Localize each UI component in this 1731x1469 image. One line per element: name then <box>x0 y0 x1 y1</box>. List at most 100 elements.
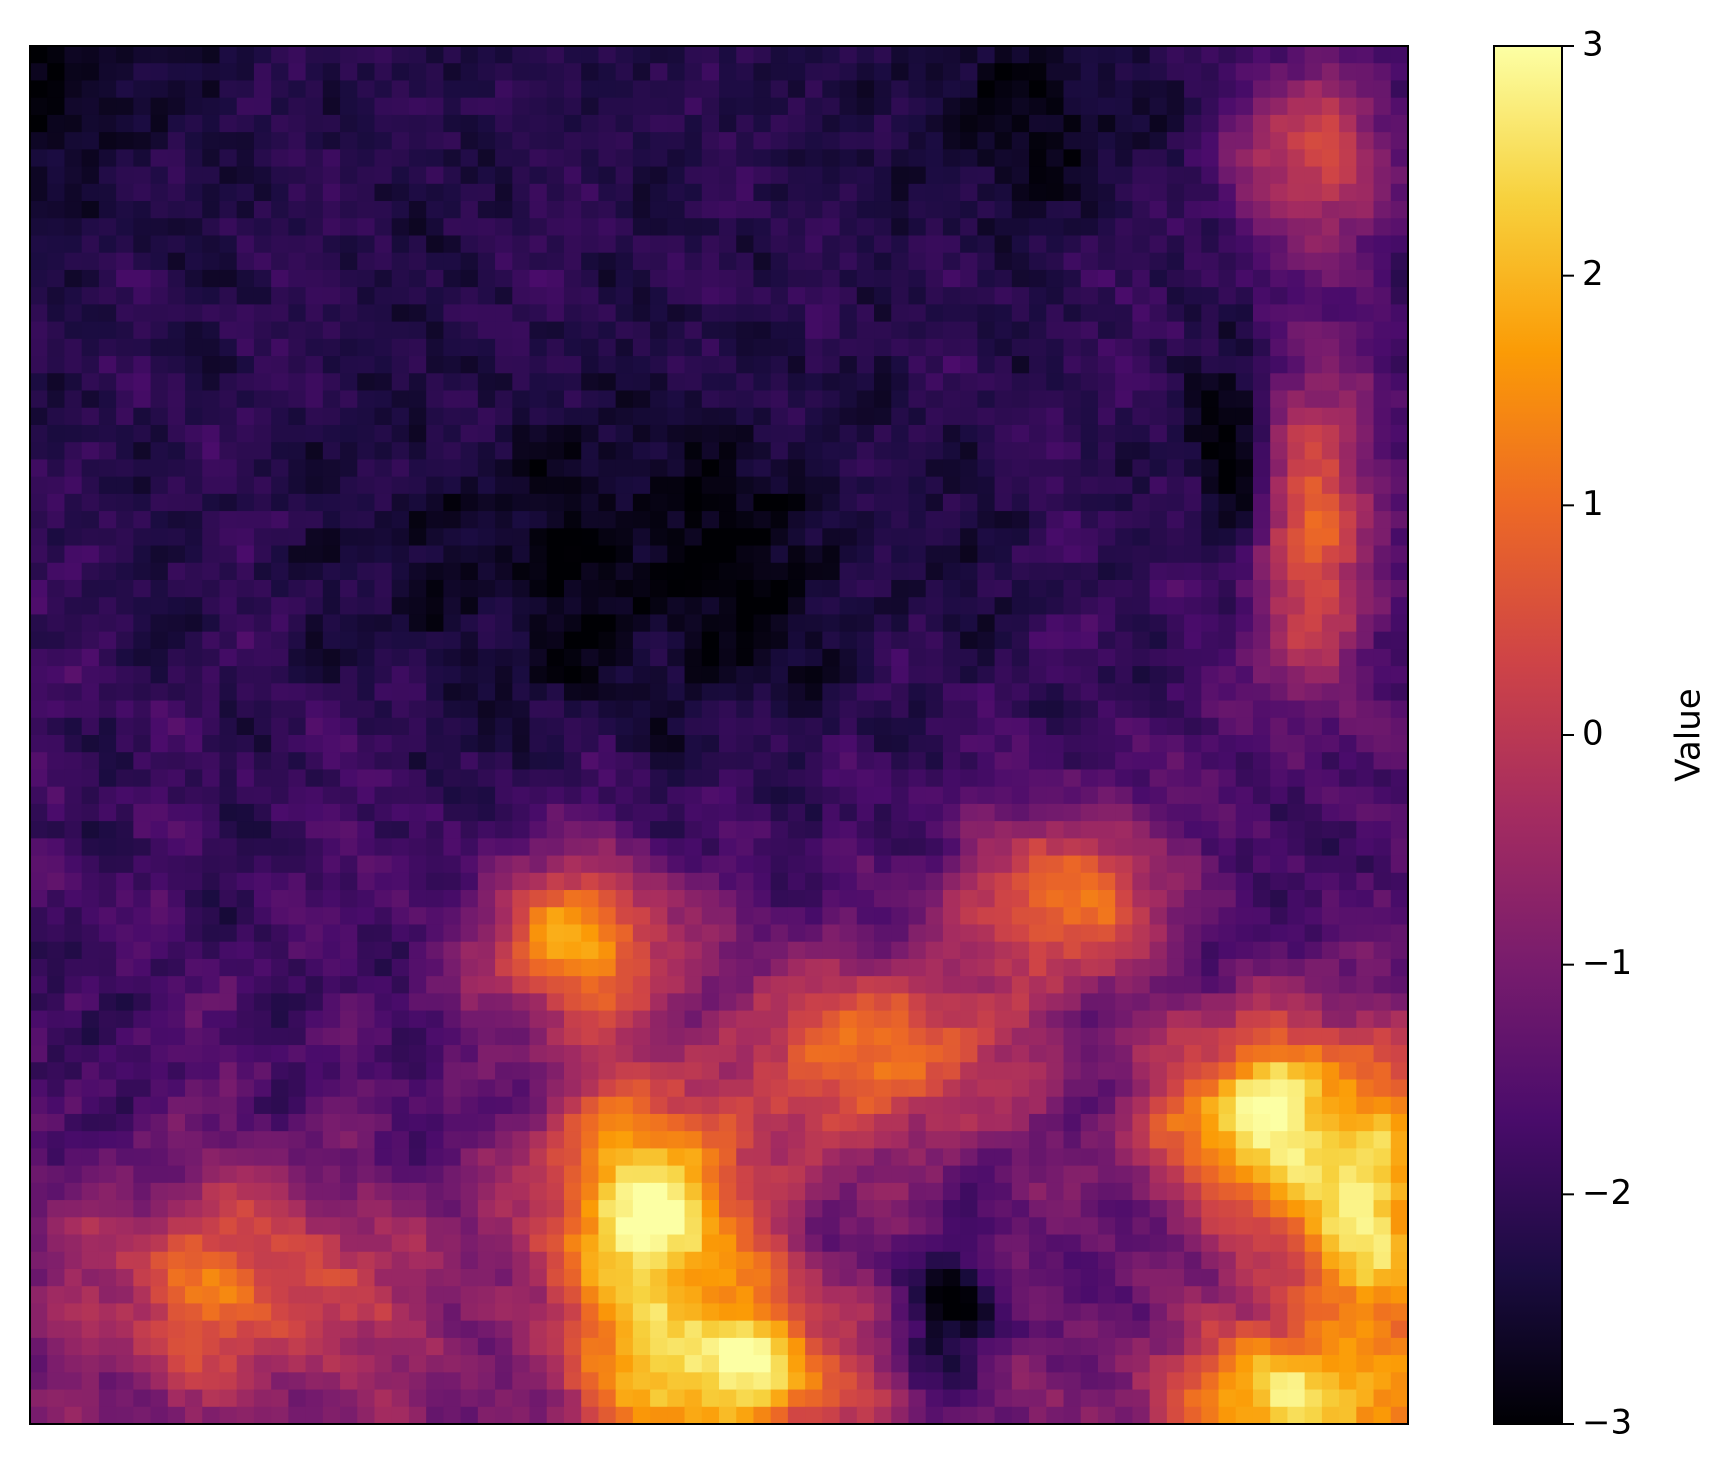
heatmap-cell <box>632 838 651 857</box>
heatmap-cell <box>1011 838 1030 857</box>
heatmap-cell <box>219 356 238 374</box>
heatmap-cell <box>650 338 668 357</box>
heatmap-cell <box>150 476 169 495</box>
heatmap-cell <box>426 803 445 822</box>
heatmap-cell <box>391 442 410 461</box>
heatmap-cell <box>167 958 186 977</box>
heatmap-cell <box>391 614 410 633</box>
heatmap-cell <box>994 476 1013 495</box>
heatmap-cell <box>719 459 737 478</box>
heatmap-cell <box>1132 338 1151 357</box>
heatmap-cell <box>64 1062 83 1081</box>
heatmap-cell <box>202 803 221 822</box>
heatmap-cell <box>512 442 531 461</box>
heatmap-cell <box>1287 769 1306 788</box>
heatmap-cell <box>1080 1079 1099 1098</box>
heatmap-cell <box>1080 941 1099 960</box>
heatmap-cell <box>167 631 186 650</box>
heatmap-cell <box>408 201 427 219</box>
heatmap-cell <box>1184 872 1202 891</box>
heatmap-cell <box>598 528 617 547</box>
heatmap-cell <box>495 752 513 771</box>
heatmap-cell <box>185 493 203 512</box>
heatmap-cell <box>1201 304 1220 323</box>
heatmap-cell <box>133 46 152 64</box>
heatmap-cell <box>1097 614 1116 633</box>
heatmap-cell <box>1218 80 1237 99</box>
heatmap-cell <box>1304 683 1323 702</box>
heatmap-cell <box>1390 545 1408 564</box>
heatmap-cell <box>598 907 617 926</box>
heatmap-cell <box>340 80 358 99</box>
heatmap-cell <box>787 459 806 478</box>
heatmap-cell <box>1373 1062 1392 1081</box>
heatmap-cell <box>408 407 427 426</box>
heatmap-cell <box>529 838 548 857</box>
heatmap-cell <box>598 442 617 461</box>
heatmap-cell <box>1115 459 1134 478</box>
heatmap-cell <box>1063 476 1082 495</box>
heatmap-cell <box>822 269 841 288</box>
heatmap-cell <box>288 407 307 426</box>
heatmap-cell <box>64 459 83 478</box>
heatmap-cell <box>1149 1096 1168 1115</box>
heatmap-cell <box>581 648 600 667</box>
heatmap-cell <box>1097 201 1116 219</box>
heatmap-cell <box>839 648 858 667</box>
heatmap-cell <box>98 149 117 168</box>
heatmap-cell <box>1097 511 1116 529</box>
heatmap-cell <box>994 218 1013 237</box>
heatmap-cell <box>1097 700 1116 719</box>
heatmap-cell <box>47 838 66 857</box>
heatmap-cell <box>1339 786 1357 805</box>
heatmap-cell <box>477 442 496 461</box>
heatmap-cell <box>960 855 978 874</box>
heatmap-cell <box>874 1096 892 1115</box>
heatmap-cell <box>1201 786 1220 805</box>
heatmap-cell <box>426 511 445 529</box>
heatmap-cell <box>47 666 66 684</box>
heatmap-cell <box>874 132 892 150</box>
heatmap-cell <box>546 700 565 719</box>
heatmap-cell <box>1304 1045 1323 1063</box>
heatmap-cell <box>81 562 100 581</box>
heatmap-cell <box>960 924 978 943</box>
heatmap-cell <box>391 1027 410 1046</box>
heatmap-cell <box>529 907 548 926</box>
heatmap-cell <box>271 976 289 994</box>
heatmap-cell <box>701 597 720 616</box>
heatmap-cell <box>253 1113 272 1132</box>
heatmap-cell <box>322 424 341 443</box>
heatmap-cell <box>391 80 410 99</box>
heatmap-cell <box>357 821 376 839</box>
heatmap-cell <box>839 114 858 133</box>
heatmap-cell <box>632 1010 651 1029</box>
heatmap-cell <box>512 511 531 529</box>
heatmap-cell <box>994 1010 1013 1029</box>
heatmap-cell <box>1029 373 1047 392</box>
heatmap-cell <box>1029 304 1047 323</box>
heatmap-cell <box>805 390 823 409</box>
heatmap-cell <box>994 803 1013 822</box>
heatmap-cell <box>1080 1027 1099 1046</box>
heatmap-cell <box>133 338 152 357</box>
heatmap-cell <box>98 63 117 82</box>
heatmap-cell <box>684 855 703 874</box>
heatmap-cell <box>1270 648 1289 667</box>
heatmap-cell <box>822 786 841 805</box>
heatmap-cell <box>770 287 789 305</box>
heatmap-cell <box>357 1113 376 1132</box>
heatmap-cell <box>253 683 272 702</box>
heatmap-cell <box>615 648 634 667</box>
heatmap-cell <box>701 46 720 64</box>
heatmap-cell <box>1252 338 1271 357</box>
heatmap-cell <box>632 511 651 529</box>
heatmap-cell <box>98 976 117 994</box>
heatmap-cell <box>167 786 186 805</box>
heatmap-cell <box>719 941 737 960</box>
heatmap-cell <box>684 803 703 822</box>
heatmap-cell <box>288 614 307 633</box>
heatmap-cell <box>133 700 152 719</box>
heatmap-cell <box>1184 80 1202 99</box>
heatmap-cell <box>495 1079 513 1098</box>
